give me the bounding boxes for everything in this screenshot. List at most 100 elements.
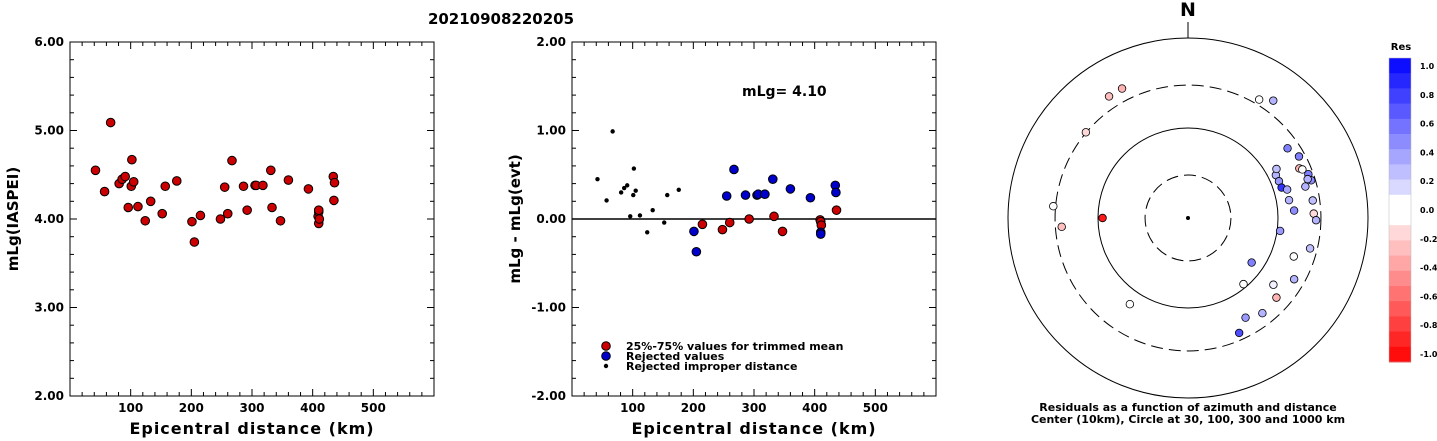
- figure-title: 20210908220205: [428, 10, 574, 28]
- station-point: [1275, 226, 1285, 236]
- station-point: [1254, 95, 1264, 104]
- data-point: [195, 210, 206, 221]
- colorbar-tick-label: 0.8: [1420, 91, 1435, 100]
- legend-marker: [601, 351, 611, 361]
- station-point: [1308, 196, 1317, 205]
- data-point: [831, 205, 842, 215]
- residual-vs-distance-chart: -2.00 -1.00 0.00 1.00 2.00 100 200 300 400 500 Epi…: [506, 35, 937, 438]
- magnitude-vs-distance-chart: 2.00 3.00 4.00 5.00 6.00 100 200 300 400 500 Epice…: [4, 35, 435, 438]
- data-point: [744, 214, 754, 224]
- x-tick-label: 100: [118, 401, 143, 415]
- colorbar-band: [1389, 58, 1411, 74]
- x-tick-label: 300: [741, 401, 766, 415]
- station-point: [1289, 206, 1299, 215]
- station-point: [1239, 279, 1248, 289]
- data-point: [99, 186, 110, 197]
- colorbar-tick-label: 0.0: [1420, 206, 1435, 215]
- colorbar-band: [1389, 88, 1411, 105]
- colorbar-band: [1389, 179, 1411, 196]
- x-tick-label: 200: [681, 401, 706, 415]
- data-point: [691, 246, 702, 257]
- station-point: [1258, 309, 1267, 318]
- colorbar-title: Res: [1391, 42, 1411, 53]
- station-point: [1294, 152, 1304, 161]
- station-point: [1081, 128, 1091, 137]
- station-point: [1241, 313, 1250, 322]
- data-point: [831, 187, 841, 198]
- data-point: [724, 217, 735, 228]
- colorbar-frame: [1388, 57, 1412, 363]
- data-point: [314, 214, 325, 224]
- data-point: [618, 190, 624, 195]
- colorbar-band: [1389, 286, 1411, 302]
- data-point: [631, 192, 636, 198]
- data-point: [283, 175, 294, 185]
- data-point: [740, 190, 751, 200]
- colorbar-band: [1389, 240, 1411, 257]
- legend-label: Rejected improper distance: [626, 360, 797, 373]
- y-tick-label: 5.00: [34, 124, 64, 138]
- data-point: [140, 215, 151, 226]
- colorbar-band: [1389, 103, 1411, 120]
- station-point: [1269, 280, 1278, 289]
- data-point: [815, 229, 826, 239]
- station-point: [1104, 92, 1114, 101]
- data-point: [145, 196, 156, 207]
- colorbar-band: [1389, 270, 1411, 287]
- station-point: [1282, 185, 1292, 194]
- x-tick-label: 400: [300, 401, 325, 415]
- station-point: [1301, 182, 1310, 191]
- data-point: [595, 176, 600, 182]
- plot-frame: [69, 41, 435, 397]
- data-point: [242, 205, 252, 215]
- data-point: [313, 205, 324, 215]
- y-tick-label: 6.00: [34, 35, 64, 49]
- data-point: [222, 208, 233, 219]
- colorbar-band: [1389, 255, 1411, 272]
- azimuth-residual-polar-chart: N Residuals as a function of azimuth and …: [1007, 0, 1437, 426]
- station-point: [1234, 328, 1244, 338]
- station-point: [1289, 275, 1299, 284]
- data-point: [604, 198, 609, 203]
- x-tick-label: 500: [863, 401, 888, 415]
- data-point: [128, 177, 139, 187]
- data-point: [160, 181, 171, 192]
- y-tick-label: 3.00: [34, 301, 64, 315]
- distance-ring: [1097, 127, 1279, 309]
- data-point: [303, 184, 314, 194]
- colorbar-tick-label: -0.6: [1420, 292, 1437, 301]
- data-point: [769, 211, 779, 222]
- data-point: [189, 237, 200, 247]
- colorbar-band: [1389, 149, 1411, 165]
- data-point: [729, 164, 739, 175]
- station-point: [1049, 202, 1058, 211]
- y-axis-label: mLg(IASPEI): [4, 167, 22, 271]
- station-point: [1303, 174, 1312, 184]
- data-point: [768, 174, 778, 184]
- data-point: [805, 192, 816, 203]
- colorbar-band: [1389, 346, 1411, 363]
- magnitude-annotation: mLg= 4.10: [742, 84, 827, 100]
- y-axis-label: mLg - mLg(evt): [506, 154, 524, 283]
- data-point: [258, 180, 268, 191]
- x-tick-label: 300: [239, 401, 264, 415]
- data-point: [157, 208, 168, 219]
- station-point: [1298, 165, 1307, 174]
- data-point: [662, 220, 667, 225]
- legend-marker: [603, 363, 609, 369]
- colorbar-band: [1389, 301, 1411, 317]
- data-point: [633, 188, 638, 193]
- colorbar-band: [1389, 316, 1411, 333]
- colorbar-band: [1389, 331, 1411, 348]
- data-point: [610, 129, 615, 134]
- station-point: [1289, 252, 1298, 261]
- data-point: [127, 154, 137, 165]
- data-point: [227, 155, 237, 166]
- distance-ring: [1144, 174, 1232, 262]
- colorbar-band: [1389, 210, 1411, 226]
- y-tick-label: -2.00: [531, 389, 566, 403]
- data-point: [123, 202, 134, 213]
- station-point: [1272, 164, 1281, 174]
- station-point: [1117, 84, 1127, 93]
- data-point: [171, 176, 182, 186]
